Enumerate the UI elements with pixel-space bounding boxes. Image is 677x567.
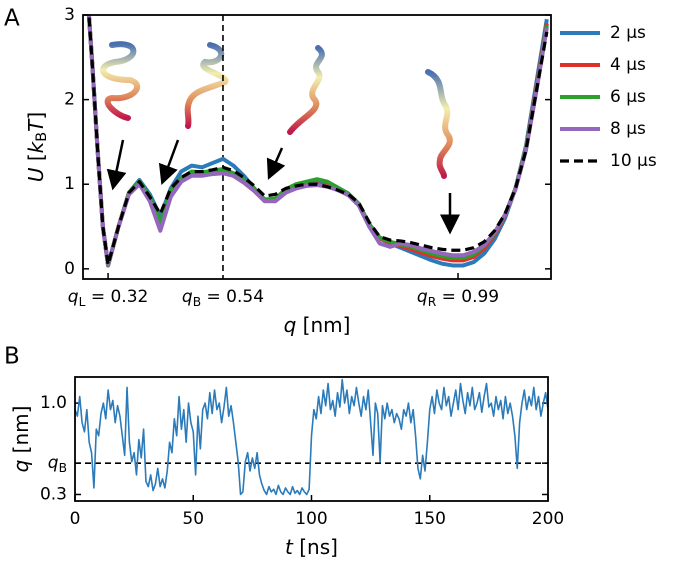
x-tick-label: 0 [70, 509, 81, 529]
x-tick-label: 100 [295, 509, 327, 529]
plot-area [86, 15, 549, 268]
series-line [86, 15, 549, 267]
legend-label: 10 μs [610, 151, 657, 171]
text-part: t [285, 535, 294, 559]
arrow [266, 147, 286, 180]
x-axis-label: t [ns] [285, 535, 338, 559]
y-tick-label: qB [48, 453, 67, 475]
x-axis-label: q [nm] [284, 313, 351, 337]
text-part: = 0.54 [201, 287, 264, 307]
text-part: q [417, 287, 428, 307]
x-tick-label: 200 [532, 509, 564, 529]
text-part: 1.0 [40, 393, 67, 413]
y-tick-label: 3 [64, 5, 75, 25]
panel-label: B [4, 344, 20, 370]
structures [100, 41, 453, 179]
series-line [75, 378, 548, 496]
text-part: [ [24, 153, 48, 167]
y-tick-label: 1.0 [40, 393, 67, 413]
structure-right [425, 69, 453, 179]
y-axis-label: q [nm] [9, 406, 33, 473]
text-part: q [68, 287, 79, 307]
y-tick-label: 0 [64, 259, 75, 279]
text-part: = 0.99 [436, 287, 499, 307]
annotation: qR = 0.99 [417, 287, 499, 309]
text-part: q [48, 453, 59, 473]
text-part: q [182, 287, 193, 307]
text-part: [ns] [293, 535, 338, 559]
y-tick-label: 1 [64, 174, 75, 194]
structure-barrier [184, 42, 229, 129]
plot-area [75, 378, 548, 496]
text-part: L [79, 295, 86, 309]
legend-label: 6 μs [610, 87, 646, 107]
y-tick-label: 2 [64, 90, 75, 110]
text-part: [nm] [296, 313, 350, 337]
legend-label: 4 μs [610, 55, 646, 75]
panel-label: A [4, 6, 20, 32]
structure-left [100, 41, 140, 121]
legend-label: 8 μs [610, 119, 646, 139]
annotation: qB = 0.54 [182, 287, 264, 309]
legend-label: 2 μs [610, 23, 646, 43]
series-line [86, 15, 549, 268]
text-part: [nm] [9, 406, 33, 460]
y-axis-label: U [kBT] [24, 112, 51, 182]
text-part: U [24, 167, 48, 182]
text-part: q [9, 460, 33, 473]
structure-middle [287, 45, 325, 135]
text-part: R [428, 295, 437, 309]
x-tick-label: 50 [182, 509, 204, 529]
axes-frame [74, 376, 549, 502]
annotation: qL = 0.32 [68, 287, 149, 309]
series-line [86, 15, 549, 268]
series-line [87, 15, 549, 267]
arrows [106, 139, 460, 235]
arrow [158, 139, 180, 186]
text-part: B [34, 132, 50, 142]
axes-frame [82, 14, 552, 280]
text-part: ] [24, 112, 48, 120]
series-line [86, 15, 549, 268]
text-part: k [24, 140, 48, 153]
text-part: B [193, 295, 201, 309]
arrow [106, 139, 127, 191]
x-tick-label: 150 [414, 509, 446, 529]
y-tick-label: 0.3 [40, 484, 67, 504]
text-part: = 0.32 [85, 287, 148, 307]
text-part: T [24, 118, 48, 132]
text-part: B [59, 461, 67, 475]
text-part: q [284, 313, 297, 337]
